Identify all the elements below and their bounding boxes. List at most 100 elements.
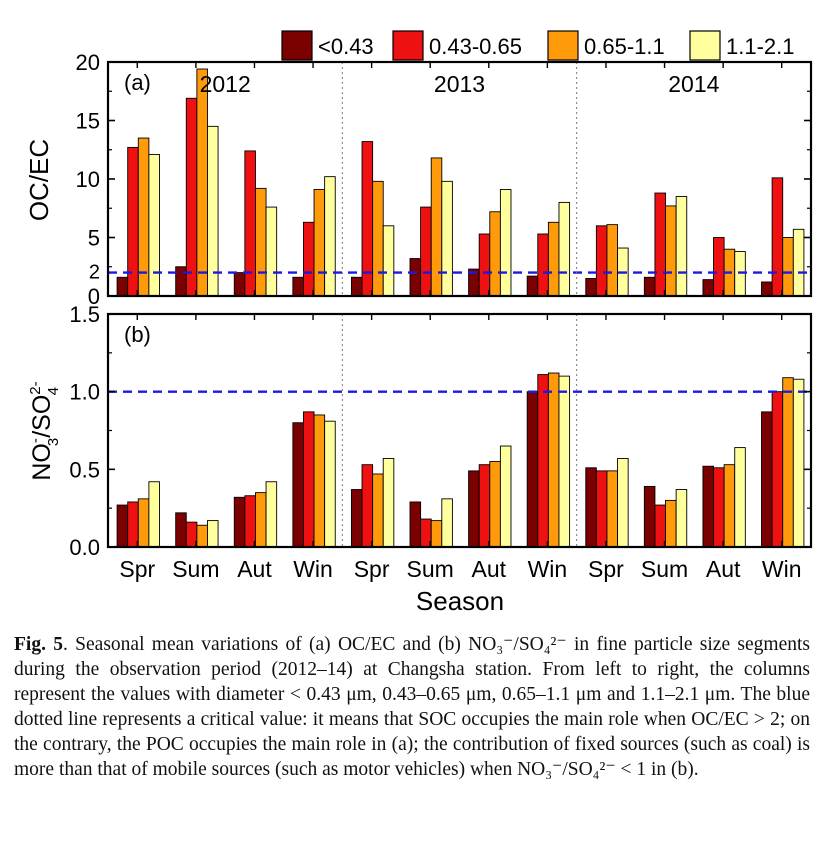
panel-a-label: (a) — [124, 70, 151, 95]
legend-swatch-0 — [281, 30, 313, 61]
bar-a-s1-c2 — [244, 150, 256, 297]
bar-b-s3-c3 — [324, 420, 336, 548]
figure: <0.43 0.43-0.65 0.65-1.1 1.1-2.1 0 5 10 15 20 2 … — [24, 30, 813, 616]
bar-a-s1-c7 — [537, 233, 549, 297]
panel-b-label: (b) — [124, 322, 151, 347]
bar-a-s2-c1 — [196, 68, 208, 297]
a-ytick-label: 15 — [76, 109, 100, 134]
bar-b-s3-c0 — [148, 481, 160, 548]
xtick-label-4: Spr — [354, 556, 390, 582]
panel-a-frame — [106, 60, 813, 298]
bar-a-s0-c9 — [643, 276, 656, 297]
bar-b-s2-c11 — [782, 377, 794, 548]
bar-a-s3-c3 — [324, 176, 336, 297]
bar-b-s3-c10 — [734, 447, 746, 548]
xtick-label-6: Aut — [472, 556, 507, 582]
bar-a-s0-c8 — [585, 278, 597, 297]
bar-a-s1-c1 — [185, 97, 198, 297]
bar-a-s3-c11 — [792, 228, 805, 297]
year-label-2013: 2013 — [434, 71, 485, 97]
bar-b-s3-c8 — [617, 458, 629, 548]
year-label-2012: 2012 — [200, 71, 251, 97]
bar-a-s3-c2 — [265, 206, 278, 297]
xtick-label-3: Win — [293, 556, 333, 582]
bar-a-s2-c3 — [313, 189, 326, 297]
bar-a-s1-c3 — [302, 221, 315, 297]
bar-b-s2-c2 — [255, 492, 267, 548]
bar-b-s3-c6 — [499, 445, 512, 548]
panel-b-xlabel: Season — [416, 586, 504, 616]
bar-a-s3-c0 — [148, 153, 160, 297]
caption-label: Fig. 5 — [14, 634, 63, 655]
panel-a-year-separators — [341, 62, 578, 296]
legend-swatch-3 — [689, 30, 721, 61]
bar-b-s3-c5 — [441, 498, 453, 548]
bar-a-s3-c7 — [558, 201, 571, 297]
bar-a-s2-c5 — [430, 157, 443, 297]
bar-b-s1-c10 — [713, 467, 725, 548]
caption-text: . Seasonal mean variations of (a) OC/EC … — [14, 634, 810, 780]
bar-a-s2-c2 — [255, 187, 267, 297]
bar-a-s2-c8 — [606, 224, 619, 297]
bar-b-s3-c7 — [558, 375, 571, 548]
a-threshold-tick-label: 2 — [89, 262, 100, 284]
bar-a-s3-c6 — [499, 189, 512, 297]
bar-b-s2-c4 — [372, 473, 384, 548]
panel-a-yticks: 0 5 10 15 20 2 — [76, 50, 811, 309]
a-ytick-label: 0 — [88, 284, 100, 309]
legend-label-3: 1.1-2.1 — [726, 34, 795, 59]
xtick-label-11: Win — [762, 556, 802, 582]
bar-a-s3-c9 — [675, 196, 688, 297]
xtick-label-9: Sum — [641, 556, 688, 582]
bar-b-s3-c4 — [382, 458, 395, 548]
b-ytick-label: 1.5 — [69, 302, 100, 327]
panel-b-bars — [116, 372, 805, 548]
panel-a: 0 5 10 15 20 2 (a) 2012 2013 2014 OC/EC — [24, 50, 813, 309]
xtick-label-0: Spr — [119, 556, 155, 582]
bar-b-s1-c2 — [244, 495, 256, 548]
bar-a-s0-c10 — [702, 279, 714, 297]
bar-b-s1-c6 — [478, 464, 491, 548]
legend-swatch-1 — [392, 30, 424, 61]
panel-b-ylabel: NO-3/SO2-4 — [27, 381, 62, 480]
bar-b-s0-c6 — [468, 470, 480, 548]
xtick-label-2: Aut — [237, 556, 272, 582]
bar-a-s1-c11 — [771, 177, 784, 297]
bar-a-s0-c3 — [292, 276, 304, 297]
bar-a-s1-c5 — [420, 206, 432, 297]
xtick-label-10: Aut — [706, 556, 741, 582]
bar-a-s0-c5 — [409, 258, 422, 297]
xtick-label-5: Sum — [407, 556, 454, 582]
bar-b-s3-c11 — [792, 378, 805, 548]
bar-a-s2-c9 — [665, 205, 677, 297]
bar-b-s1-c11 — [771, 391, 784, 548]
panel-a-year-labels: 2012 2013 2014 — [200, 71, 720, 97]
bar-b-s2-c6 — [489, 461, 501, 548]
xtick-label-1: Sum — [172, 556, 219, 582]
b-ytick-label: 1.0 — [69, 380, 100, 405]
bar-a-s1-c10 — [713, 237, 725, 297]
panel-a-ylabel: OC/EC — [24, 139, 54, 221]
bar-a-s1-c9 — [654, 192, 666, 297]
bar-b-s0-c4 — [350, 489, 363, 548]
bar-b-s0-c9 — [643, 485, 656, 548]
panel-b-xtick-labels: Spr Sum Aut Win Spr Sum Aut Win Spr Sum Aut Win — [119, 556, 801, 582]
bar-b-s0-c2 — [233, 496, 246, 548]
a-ytick-label: 10 — [76, 167, 100, 192]
figure-caption: Fig. 5. Seasonal mean variations of (a) … — [14, 632, 810, 782]
bar-a-s1-c8 — [595, 225, 608, 297]
bar-b-s0-c11 — [761, 411, 773, 548]
bar-b-s0-c10 — [702, 465, 714, 548]
legend-swatch-2 — [547, 30, 579, 61]
bar-a-s2-c4 — [372, 180, 384, 297]
a-ytick-label: 5 — [88, 226, 100, 251]
bar-b-s1-c9 — [654, 504, 666, 548]
bar-b-s1-c3 — [302, 411, 315, 548]
bar-b-s1-c4 — [361, 464, 374, 548]
a-ytick-label: 20 — [76, 50, 100, 75]
bar-b-s1-c0 — [127, 501, 139, 548]
xtick-label-7: Win — [528, 556, 568, 582]
bar-b-s3-c9 — [675, 489, 688, 548]
panel-b: 0.0 0.5 1.0 1.5 (b) Spr Sum Aut Win Spr Sum Aut Wi… — [27, 302, 813, 616]
bar-a-s2-c7 — [547, 221, 560, 297]
